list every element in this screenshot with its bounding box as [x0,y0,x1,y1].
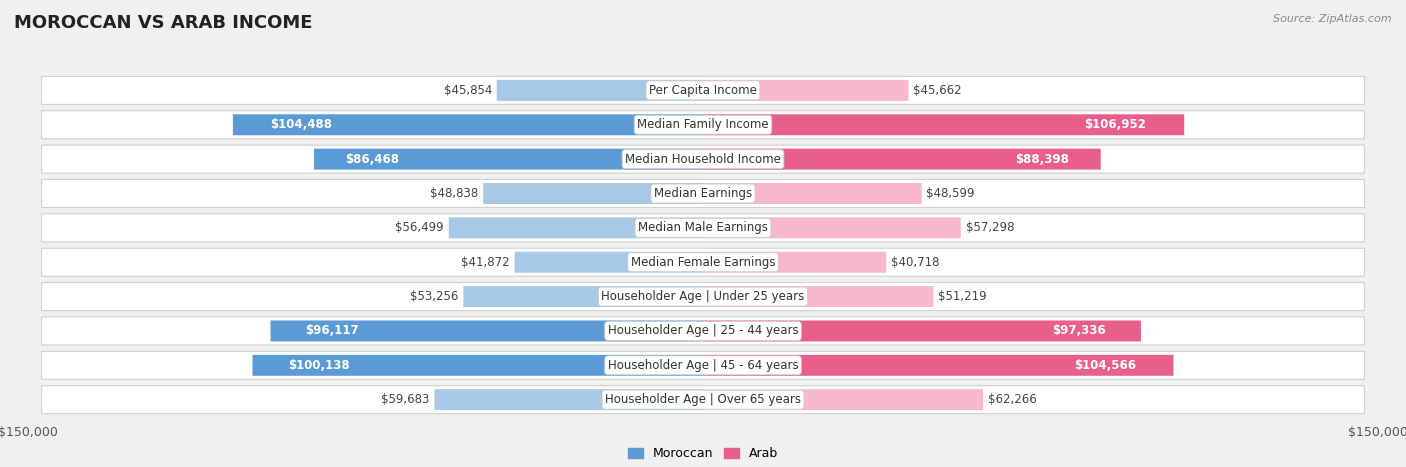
FancyBboxPatch shape [42,214,1364,242]
FancyBboxPatch shape [703,286,934,307]
FancyBboxPatch shape [42,145,1364,173]
FancyBboxPatch shape [703,149,1101,170]
Text: Median Female Earnings: Median Female Earnings [631,256,775,269]
FancyBboxPatch shape [42,317,1364,345]
FancyBboxPatch shape [703,217,960,238]
FancyBboxPatch shape [42,248,1364,276]
Text: $96,117: $96,117 [305,325,359,338]
Text: $62,266: $62,266 [988,393,1036,406]
Text: Householder Age | Over 65 years: Householder Age | Over 65 years [605,393,801,406]
Text: Median Family Income: Median Family Income [637,118,769,131]
FancyBboxPatch shape [42,111,1364,139]
FancyBboxPatch shape [703,389,983,410]
FancyBboxPatch shape [703,114,1184,135]
Text: Householder Age | 25 - 44 years: Householder Age | 25 - 44 years [607,325,799,338]
FancyBboxPatch shape [42,386,1364,414]
Text: Median Male Earnings: Median Male Earnings [638,221,768,234]
Text: $48,838: $48,838 [430,187,478,200]
FancyBboxPatch shape [449,217,703,238]
Legend: Moroccan, Arab: Moroccan, Arab [623,442,783,465]
Text: $88,398: $88,398 [1015,153,1069,166]
FancyBboxPatch shape [484,183,703,204]
FancyBboxPatch shape [496,80,703,101]
Text: MOROCCAN VS ARAB INCOME: MOROCCAN VS ARAB INCOME [14,14,312,32]
Text: $57,298: $57,298 [966,221,1014,234]
FancyBboxPatch shape [233,114,703,135]
FancyBboxPatch shape [703,320,1140,341]
Text: $45,854: $45,854 [444,84,492,97]
FancyBboxPatch shape [42,179,1364,207]
FancyBboxPatch shape [42,351,1364,379]
Text: $104,488: $104,488 [270,118,332,131]
Text: $51,219: $51,219 [938,290,987,303]
Text: Median Household Income: Median Household Income [626,153,780,166]
Text: $45,662: $45,662 [912,84,962,97]
Text: $104,566: $104,566 [1074,359,1136,372]
Text: $106,952: $106,952 [1084,118,1146,131]
Text: $40,718: $40,718 [891,256,939,269]
Text: $100,138: $100,138 [288,359,350,372]
FancyBboxPatch shape [434,389,703,410]
Text: Per Capita Income: Per Capita Income [650,84,756,97]
FancyBboxPatch shape [703,80,908,101]
FancyBboxPatch shape [42,77,1364,105]
Text: $59,683: $59,683 [381,393,430,406]
Text: Householder Age | Under 25 years: Householder Age | Under 25 years [602,290,804,303]
Text: Householder Age | 45 - 64 years: Householder Age | 45 - 64 years [607,359,799,372]
Text: $53,256: $53,256 [411,290,458,303]
FancyBboxPatch shape [270,320,703,341]
FancyBboxPatch shape [703,355,1174,376]
FancyBboxPatch shape [314,149,703,170]
Text: Source: ZipAtlas.com: Source: ZipAtlas.com [1274,14,1392,24]
Text: $48,599: $48,599 [927,187,974,200]
FancyBboxPatch shape [703,183,922,204]
Text: $41,872: $41,872 [461,256,510,269]
FancyBboxPatch shape [42,283,1364,311]
Text: $97,336: $97,336 [1052,325,1107,338]
FancyBboxPatch shape [515,252,703,273]
FancyBboxPatch shape [703,252,886,273]
Text: Median Earnings: Median Earnings [654,187,752,200]
Text: $86,468: $86,468 [344,153,399,166]
FancyBboxPatch shape [253,355,703,376]
FancyBboxPatch shape [464,286,703,307]
Text: $56,499: $56,499 [395,221,444,234]
